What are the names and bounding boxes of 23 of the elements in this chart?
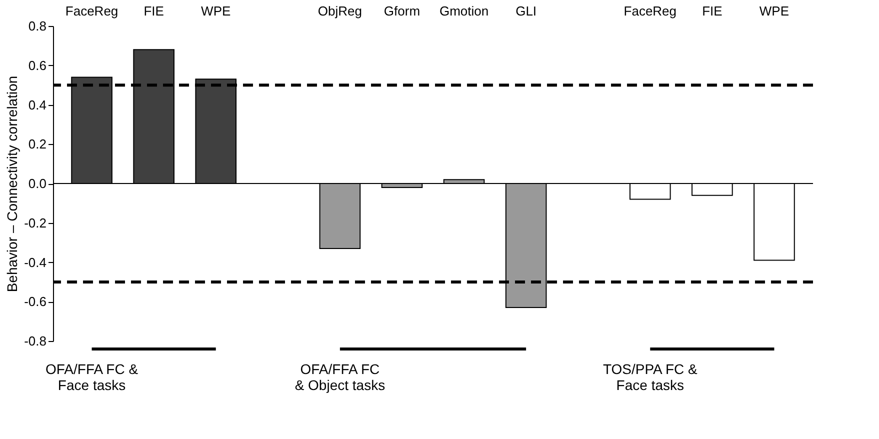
- x-tick-label: FIE: [702, 4, 723, 18]
- y-axis-title: Behavior – Connectivity correlation: [4, 76, 20, 292]
- x-tick-label: WPE: [201, 4, 231, 18]
- x-tick-label: GLI: [516, 4, 537, 18]
- y-tick-label: 0.6: [28, 58, 46, 73]
- y-tick-label: -0.4: [24, 254, 46, 270]
- x-tick-label: ObjReg: [318, 4, 362, 18]
- text: TOS/PPA FC & Face tasks: [602, 361, 698, 393]
- y-tick-label: 0.8: [28, 18, 46, 34]
- x-tick-label: Gform: [384, 4, 420, 18]
- x-tick-label: FaceReg: [624, 4, 677, 18]
- y-tick-label: -0.8: [24, 334, 46, 348]
- text: OFA/FFA FC & Face tasks: [45, 361, 139, 393]
- x-tick-label: FaceReg: [65, 4, 118, 18]
- text: OFA/FFA FC & Object tasks: [294, 361, 386, 393]
- y-tick-label: 0.4: [28, 97, 46, 112]
- y-tick-label: 0.0: [28, 176, 46, 191]
- x-tick-label: WPE: [759, 4, 790, 18]
- y-tick-label: -0.6: [24, 294, 46, 310]
- x-tick-label: Gmotion: [439, 4, 489, 18]
- y-tick-label: 0.2: [28, 136, 46, 152]
- x-tick-label: FIE: [144, 4, 164, 18]
- y-tick-label: -0.2: [24, 215, 46, 230]
